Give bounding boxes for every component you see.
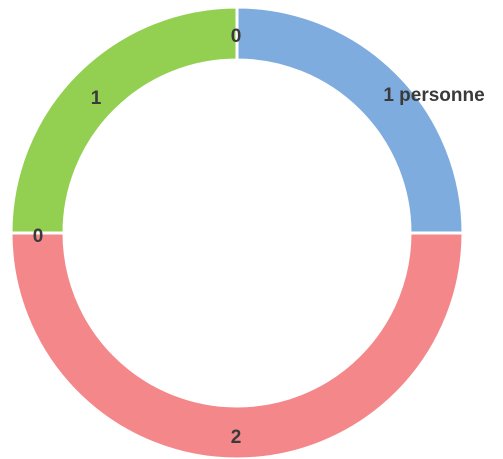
labels-layer: 1 personne 2 0 1 0 xyxy=(33,26,485,448)
slice-label-0: 1 personne xyxy=(383,85,484,106)
slices-layer xyxy=(9,5,465,459)
slice-label-3: 1 xyxy=(91,88,102,109)
donut-slice-1 xyxy=(9,231,465,459)
slice-label-1: 2 xyxy=(231,427,242,448)
slice-label-2: 0 xyxy=(33,226,44,247)
donut-slice-0 xyxy=(235,5,465,235)
slice-label-4: 0 xyxy=(231,26,242,47)
donut-slice-3 xyxy=(9,5,239,235)
